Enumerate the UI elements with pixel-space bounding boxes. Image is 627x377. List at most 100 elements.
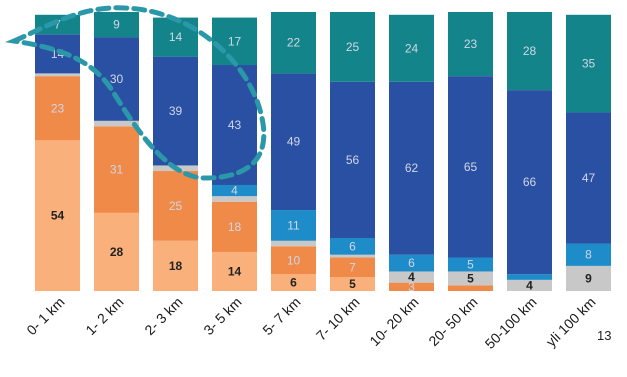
bar-segment-s4-4 [271, 210, 316, 241]
data-label-s4-3: 4 [231, 184, 238, 198]
bar-segment-s4-8 [507, 274, 552, 280]
bar-segment-s5-6 [389, 81, 434, 255]
data-label-s6-3: 17 [228, 34, 242, 48]
category-label-7: 20- 50 km [425, 294, 480, 349]
category-label-1: 1- 2 km [82, 294, 126, 338]
data-label-s3-7: 5 [467, 271, 474, 285]
data-label-s6-2: 14 [169, 30, 183, 44]
data-label-s4-7: 5 [467, 257, 474, 271]
bar-segment-s3-6 [389, 271, 434, 283]
category-label-9: yli 100 km [543, 294, 599, 350]
data-label-s1-4: 6 [290, 276, 297, 290]
data-label-s5-9: 47 [582, 171, 596, 185]
data-label-s6-4: 22 [287, 36, 301, 50]
bar-segment-s6-5 [330, 12, 375, 82]
page-number: 13 [597, 328, 612, 343]
data-label-s5-2: 39 [169, 104, 183, 118]
bar-segment-s4-3 [212, 184, 257, 197]
data-label-s6-8: 28 [523, 44, 537, 58]
bar-segment-s2-3 [212, 201, 257, 252]
bar-segment-s4-9 [566, 243, 611, 266]
bar-segment-s4-7 [448, 257, 493, 272]
bar-segment-s2-1 [94, 126, 139, 213]
bar-segment-s2-0 [35, 76, 80, 141]
data-label-s5-3: 43 [228, 118, 242, 132]
bar-segment-s6-0 [35, 14, 80, 35]
data-label-s6-0: 7 [54, 18, 61, 32]
data-label-s1-3: 14 [228, 264, 242, 278]
data-label-s4-4: 11 [287, 218, 300, 232]
data-label-s5-4: 49 [287, 135, 301, 149]
data-label-s5-7: 65 [464, 160, 478, 174]
bar-segment-s6-1 [94, 12, 139, 38]
bar-segment-s1-5 [330, 277, 375, 291]
bar-segment-s6-9 [566, 14, 611, 113]
data-label-s4-5: 6 [349, 239, 356, 253]
data-label-s5-6: 62 [405, 161, 419, 175]
bar-segment-s1-2 [153, 240, 198, 291]
bar-segment-s3-1 [94, 120, 139, 127]
bar-segment-s5-0 [35, 34, 80, 74]
data-label-s2-5: 7 [349, 260, 356, 274]
bar-segment-s4-5 [330, 237, 375, 255]
bar-segment-s2-6 [389, 282, 434, 291]
highlight-dashed-ellipse [4, 5, 267, 181]
bar-segment-s2-5 [330, 257, 375, 278]
data-label-s2-2: 25 [169, 199, 183, 213]
bar-segment-s5-7 [448, 76, 493, 258]
category-label-2: 2- 3 km [141, 294, 185, 338]
bar-segment-s3-7 [448, 271, 493, 286]
data-label-s5-1: 30 [110, 72, 124, 86]
category-label-6: 10- 20 km [366, 294, 421, 349]
category-label-8: 50-100 km [482, 294, 540, 352]
bar-segment-s2-7 [448, 285, 493, 291]
category-label-4: 5- 7 km [259, 294, 303, 338]
data-label-s2-1: 31 [110, 163, 124, 177]
data-label-s3-9: 9 [585, 271, 592, 285]
data-label-s2-3: 18 [228, 220, 242, 234]
bar-segment-s1-0 [35, 140, 80, 291]
bar-segment-s5-8 [507, 90, 552, 275]
data-label-s3-6: 4 [408, 270, 415, 284]
data-label-s6-9: 35 [582, 57, 596, 71]
data-label-s2-4: 10 [287, 253, 301, 267]
bar-segment-s3-4 [271, 240, 316, 247]
bar-segment-s3-3 [212, 196, 257, 202]
bar-segment-s1-1 [94, 212, 139, 291]
bar-segment-s6-3 [212, 17, 257, 66]
bar-segment-s5-2 [153, 56, 198, 166]
category-label-5: 7- 10 km [313, 294, 363, 344]
data-label-s6-6: 24 [405, 41, 419, 55]
bar-segment-s1-4 [271, 274, 316, 291]
bar-segment-s2-2 [153, 171, 198, 241]
bar-segment-s5-5 [330, 81, 375, 238]
category-label-3: 3- 5 km [200, 294, 244, 338]
bar-segment-s3-5 [330, 254, 375, 258]
data-label-s4-6: 6 [408, 256, 415, 270]
data-label-s5-5: 56 [346, 153, 360, 167]
data-label-s6-5: 25 [346, 40, 360, 54]
bar-segment-s6-8 [507, 12, 552, 91]
data-label-s1-5: 5 [349, 277, 356, 291]
data-label-s1-0: 54 [51, 209, 65, 223]
bar-segment-s3-9 [566, 265, 611, 291]
data-label-s2-6: 3 [408, 280, 415, 294]
data-label-s6-7: 23 [464, 37, 478, 51]
data-label-s1-1: 28 [110, 245, 124, 259]
data-label-s1-2: 18 [169, 259, 183, 273]
bar-segment-s3-8 [507, 279, 552, 291]
bar-segment-s6-4 [271, 12, 316, 74]
bar-segment-s3-0 [35, 73, 80, 77]
data-label-s2-0: 23 [51, 101, 65, 115]
data-label-s4-9: 8 [585, 248, 592, 262]
data-label-s5-8: 66 [523, 175, 537, 189]
category-label-0: 0- 1 km [23, 294, 67, 338]
data-label-s6-1: 9 [113, 18, 120, 32]
bar-segment-s5-9 [566, 112, 611, 244]
bar-segment-s1-3 [212, 251, 257, 291]
bar-segment-s6-6 [389, 14, 434, 82]
bar-segment-s6-7 [448, 12, 493, 77]
bar-segment-s2-4 [271, 246, 316, 275]
